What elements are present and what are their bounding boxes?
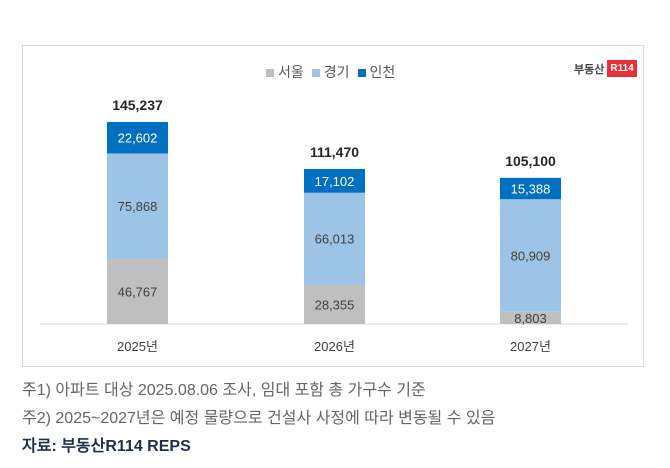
data-label: 46,767 [118, 284, 158, 299]
source: 자료: 부동산R114 REPS [22, 438, 191, 455]
bar-segment [304, 284, 365, 324]
chart-frame [22, 45, 644, 367]
bar-segment [500, 199, 561, 312]
x-tick-label: 2025년 [117, 339, 158, 354]
note-1: 주1) 아파트 대상 2025.08.06 조사, 임대 포함 총 가구수 기준 [22, 382, 426, 399]
logo-badge: R114 [607, 60, 637, 77]
r114-logo: 부동산 R114 [574, 60, 637, 77]
bar-segment [304, 168, 365, 193]
bar-segment [107, 258, 168, 324]
bar-segment [107, 153, 168, 259]
bar-segment [304, 192, 365, 285]
data-label: 28,355 [315, 297, 355, 312]
stacked-bar-chart: 46,767 75,868 22,602 145,237 2025년 28,355 66,0… [40, 97, 628, 354]
bar-segment [500, 311, 561, 324]
x-tick-label: 2027년 [510, 339, 551, 354]
legend-label: 경기 [323, 64, 350, 80]
total-label: 145,237 [112, 97, 163, 113]
legend-item-gyeonggi: 경기 [311, 62, 350, 82]
data-label: 15,388 [511, 182, 551, 197]
legend-label: 인천 [369, 64, 396, 80]
total-label: 105,100 [505, 153, 556, 169]
total-label: 111,470 [310, 144, 359, 160]
data-label: 17,102 [315, 174, 355, 189]
data-label: 8,803 [514, 311, 547, 326]
legend-item-incheon: 인천 [357, 62, 396, 82]
logo-text: 부동산 [574, 63, 605, 76]
legend-item-seoul: 서울 [266, 62, 304, 82]
legend-label: 서울 [278, 64, 304, 80]
bar-segment [500, 177, 561, 200]
note-2: 주2) 2025~2027년은 예정 물량으로 건설사 사정에 따라 변동될 수… [22, 410, 496, 427]
x-tick-label: 2026년 [314, 339, 355, 354]
data-label: 75,868 [118, 199, 158, 214]
data-label: 22,602 [118, 131, 158, 146]
data-label: 66,013 [315, 232, 355, 247]
legend: 서울 경기 인천 [266, 62, 395, 82]
data-label: 80,909 [511, 248, 551, 263]
bar-segment [107, 122, 168, 154]
